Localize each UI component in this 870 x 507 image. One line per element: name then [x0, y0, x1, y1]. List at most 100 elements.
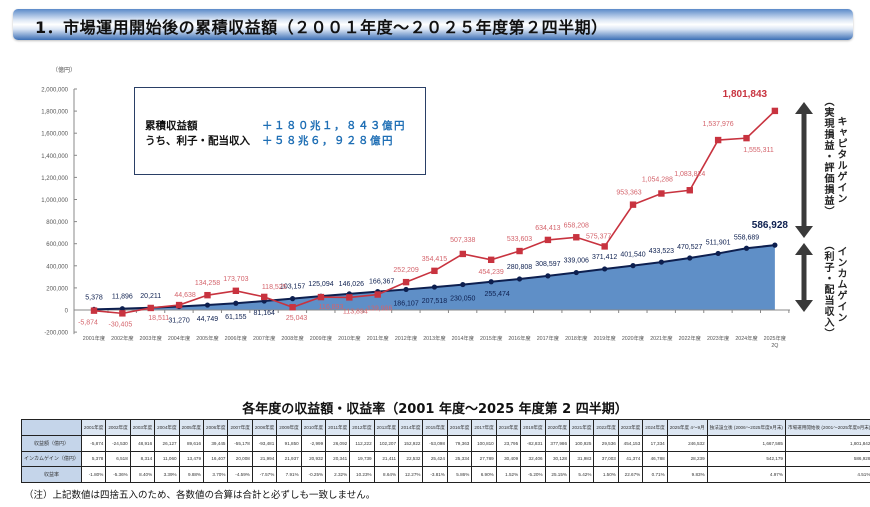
table-cell: -82,831 [520, 435, 546, 452]
table-cell: 246,532 [666, 435, 708, 452]
table-cell: 1.52% [495, 466, 522, 483]
table-cell: -93,481 [251, 435, 278, 452]
cumulative-data-label: -5,874 [78, 320, 98, 327]
table-row-rate: 収益率 -1.80% -5.36% 8.40% 3.39% 9.88% 3.70% -4.5… [21, 466, 870, 483]
capital-gain-sub-label: （実現損益・評価損益） [822, 96, 833, 217]
table-cell: 1,801,842 [784, 435, 870, 452]
column-header: 2013年度 [373, 419, 400, 436]
x-tick-label: 2018年度 [565, 334, 588, 342]
x-tick-label: 2010年度 [338, 334, 361, 342]
cumulative-marker [374, 291, 381, 298]
y-tick-label: 1,200,000 [41, 176, 68, 182]
x-tick-label: 2007年度 [253, 334, 276, 342]
income-marker [403, 286, 409, 293]
table-cell: 28,239 [666, 450, 708, 467]
cumulative-marker [516, 247, 523, 255]
summary-total-label: 累積収益額 [145, 120, 198, 132]
x-tick-label: 2021年度 [650, 334, 673, 342]
table-cell: 21,411 [373, 450, 400, 467]
column-header: 2009年度 [276, 419, 302, 436]
cumulative-marker [90, 307, 98, 314]
table-cell: 89,616 [178, 435, 205, 452]
cumulative-marker [629, 201, 637, 208]
income-data-label: 586,928 [752, 220, 789, 231]
column-header: 2005年度 [178, 419, 205, 436]
table-cell: 152,922 [398, 435, 424, 452]
table-cell: -7.57% [251, 466, 278, 483]
table-cell: 8.64% [373, 466, 400, 483]
income-data-label: 146,026 [339, 281, 364, 288]
x-tick-label: 2003年度 [140, 334, 163, 342]
cumulative-marker [402, 278, 410, 286]
x-tick-label: 2004年度 [168, 334, 191, 342]
table-cell: 27,789 [471, 450, 497, 467]
table-cell: 21,937 [276, 450, 302, 467]
cumulative-data-label: 113,894 [343, 308, 368, 315]
income-data-label: 103,157 [280, 284, 305, 291]
table-cell: 17,334 [642, 435, 668, 452]
x-tick-label: 2014年度 [452, 334, 475, 342]
table-cell: 100,925 [568, 435, 595, 452]
cumulative-marker [714, 136, 722, 144]
income-marker [233, 300, 239, 306]
row-label-income-gain: インカムゲイン（億円） [21, 450, 82, 467]
table-cell: 2.32% [325, 466, 351, 483]
income-data-label: 5,378 [85, 294, 103, 301]
income-data-label: 339,006 [564, 258, 589, 265]
cumulative-data-label: 25,043 [286, 315, 308, 322]
table-cell: 25,334 [446, 450, 473, 467]
column-header: 2016年度 [446, 419, 473, 436]
column-header: 2010年度 [300, 419, 327, 436]
income-gain-label: インカムゲイン [835, 246, 846, 323]
table-title: 各年度の収益額・収益率（2001 年度～2025 年度第 2 四半期） [242, 402, 628, 417]
summary-row-income: うち、利子・配当収入 ＋５８兆６，９２８億円 [145, 133, 394, 148]
table-cell: 5,378 [80, 450, 107, 467]
y-tick-label: 1,600,000 [41, 132, 68, 138]
table-cell: 29,536 [593, 435, 619, 452]
table-cell: 112,222 [349, 435, 375, 452]
x-tick-label: 2024年度 [735, 334, 758, 342]
table-cell: 20,341 [325, 450, 351, 467]
table-cell: 4.97% [706, 466, 786, 483]
x-tick-label: 2013年度 [423, 334, 446, 342]
range-arrows [795, 102, 813, 312]
cumulative-data-label: 658,208 [564, 222, 589, 229]
cumulative-data-label: 1,083,824 [674, 171, 705, 178]
x-tick-label: 2001年度 [83, 334, 106, 342]
table-cell: 12.27% [398, 466, 424, 483]
x-tick-label: 2005年度 [196, 334, 219, 342]
cumulative-marker [544, 236, 552, 244]
income-marker [289, 296, 296, 302]
cumulative-data-label: 173,703 [223, 276, 248, 283]
table-cell: 6,518 [105, 450, 131, 467]
x-tick-label: 2015年度 [480, 334, 503, 342]
column-header: 2012年度 [349, 419, 375, 436]
cumulative-marker [232, 287, 240, 295]
column-header: 2024年度 [642, 419, 668, 436]
income-data-label: 280,808 [507, 264, 532, 271]
income-marker [743, 245, 750, 251]
income-marker [119, 306, 125, 312]
table-cell: -53,098 [422, 435, 448, 452]
table-cell: 586,928 [784, 450, 870, 467]
table-cell: 6.90% [471, 466, 497, 483]
table-cell: 21,994 [251, 450, 278, 467]
table-cell: 22,532 [398, 450, 424, 467]
cumulative-marker [346, 294, 353, 301]
x-tick-label-sub: 2Q [771, 343, 778, 349]
y-axis-unit: （億円） [52, 66, 76, 74]
cumulative-marker [261, 293, 268, 301]
income-marker [488, 279, 494, 285]
table-cell: -3.81% [422, 466, 448, 483]
income-data-label: 433,523 [649, 248, 674, 255]
table-cell: 3.70% [203, 466, 229, 483]
table-cell: 39,445 [203, 435, 229, 452]
y-tick-label: 400,000 [46, 264, 68, 270]
chart-axes: -200,000 0 200,000 400,000 600,000 800,000 1,0… [41, 66, 790, 349]
summary-row-total: 累積収益額 ＋１８０兆１，８４３億円 [145, 118, 406, 133]
table-cell: 25,424 [422, 450, 448, 467]
column-header: 2020年度 [544, 419, 571, 436]
table-cell: 25.15% [544, 466, 571, 483]
income-data-label: 20,211 [140, 293, 161, 300]
income-data-label: 31,270 [168, 318, 190, 325]
